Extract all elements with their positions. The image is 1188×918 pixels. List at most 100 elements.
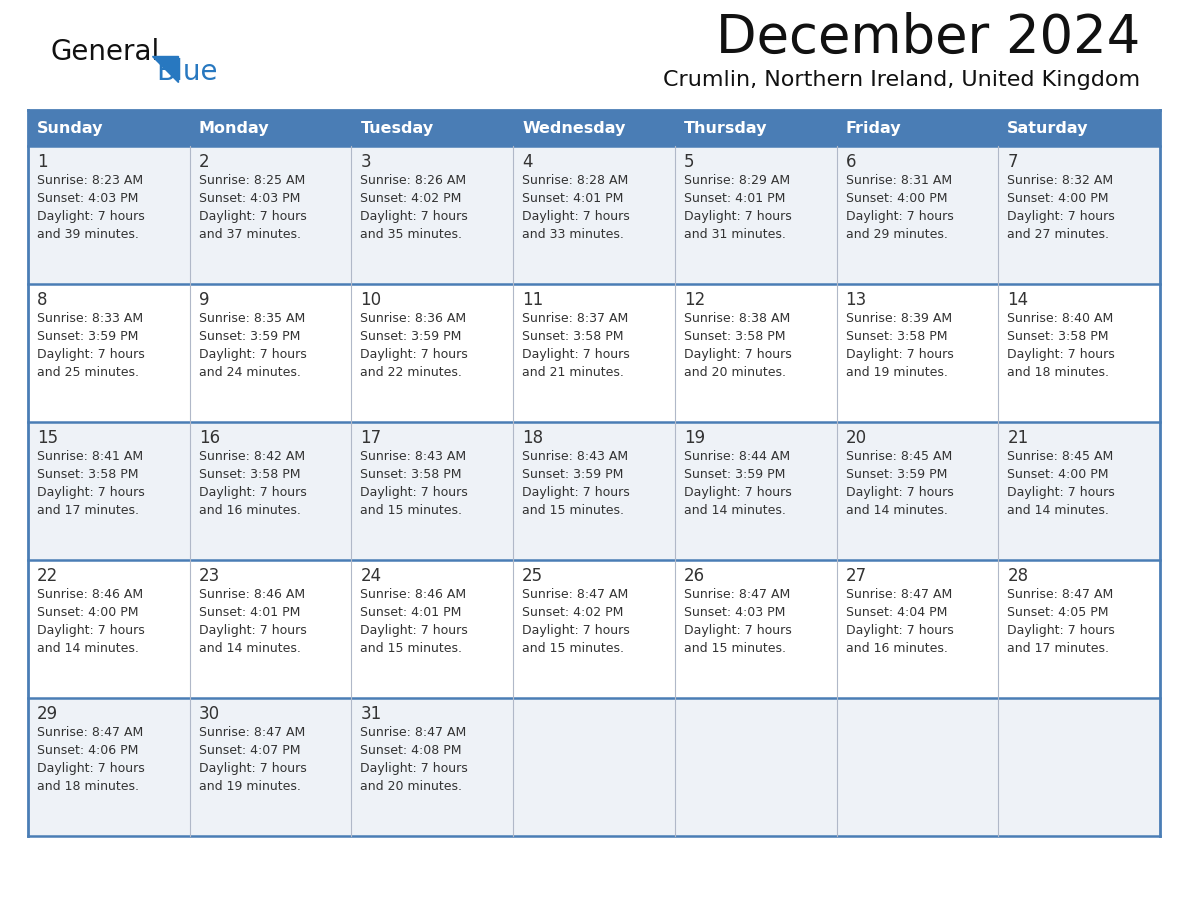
- Text: 3: 3: [360, 153, 371, 171]
- Polygon shape: [152, 56, 178, 82]
- Text: and 15 minutes.: and 15 minutes.: [360, 642, 462, 655]
- Text: 26: 26: [684, 567, 704, 585]
- Text: Daylight: 7 hours: Daylight: 7 hours: [37, 348, 145, 361]
- Text: and 16 minutes.: and 16 minutes.: [846, 642, 948, 655]
- Text: Sunrise: 8:31 AM: Sunrise: 8:31 AM: [846, 174, 952, 187]
- Text: and 35 minutes.: and 35 minutes.: [360, 228, 462, 241]
- Text: Sunset: 3:59 PM: Sunset: 3:59 PM: [37, 330, 138, 343]
- Text: Sunset: 3:59 PM: Sunset: 3:59 PM: [523, 468, 624, 481]
- Text: Sunset: 4:01 PM: Sunset: 4:01 PM: [684, 192, 785, 205]
- Bar: [836, 110, 998, 146]
- Text: Sunrise: 8:44 AM: Sunrise: 8:44 AM: [684, 450, 790, 463]
- Text: Daylight: 7 hours: Daylight: 7 hours: [37, 762, 145, 775]
- Text: 15: 15: [37, 429, 58, 447]
- Text: Sunset: 4:03 PM: Sunset: 4:03 PM: [684, 606, 785, 619]
- Text: Sunset: 4:01 PM: Sunset: 4:01 PM: [523, 192, 624, 205]
- Text: Daylight: 7 hours: Daylight: 7 hours: [360, 348, 468, 361]
- Text: Daylight: 7 hours: Daylight: 7 hours: [198, 624, 307, 637]
- Text: Sunset: 4:03 PM: Sunset: 4:03 PM: [198, 192, 301, 205]
- Text: Daylight: 7 hours: Daylight: 7 hours: [360, 210, 468, 223]
- Text: Sunrise: 8:33 AM: Sunrise: 8:33 AM: [37, 312, 143, 325]
- Text: Sunset: 3:58 PM: Sunset: 3:58 PM: [684, 330, 785, 343]
- Text: 22: 22: [37, 567, 58, 585]
- Text: 30: 30: [198, 705, 220, 723]
- Text: and 14 minutes.: and 14 minutes.: [846, 504, 948, 517]
- Bar: [29, 560, 1159, 698]
- Text: 7: 7: [1007, 153, 1018, 171]
- Text: Sunset: 3:58 PM: Sunset: 3:58 PM: [37, 468, 139, 481]
- Text: Sunrise: 8:35 AM: Sunrise: 8:35 AM: [198, 312, 305, 325]
- Text: Sunrise: 8:37 AM: Sunrise: 8:37 AM: [523, 312, 628, 325]
- Text: Sunset: 3:58 PM: Sunset: 3:58 PM: [1007, 330, 1108, 343]
- Text: Sunrise: 8:25 AM: Sunrise: 8:25 AM: [198, 174, 305, 187]
- Bar: [675, 110, 836, 146]
- Text: December 2024: December 2024: [715, 12, 1140, 64]
- Text: and 14 minutes.: and 14 minutes.: [198, 642, 301, 655]
- Text: Daylight: 7 hours: Daylight: 7 hours: [1007, 210, 1116, 223]
- Text: Sunset: 4:01 PM: Sunset: 4:01 PM: [198, 606, 301, 619]
- Text: 18: 18: [523, 429, 543, 447]
- Text: Sunrise: 8:43 AM: Sunrise: 8:43 AM: [523, 450, 628, 463]
- Bar: [998, 110, 1159, 146]
- Text: Sunrise: 8:26 AM: Sunrise: 8:26 AM: [360, 174, 467, 187]
- Bar: [29, 110, 190, 146]
- Text: Sunset: 4:00 PM: Sunset: 4:00 PM: [1007, 192, 1108, 205]
- Text: Daylight: 7 hours: Daylight: 7 hours: [523, 210, 630, 223]
- Text: 8: 8: [37, 291, 48, 309]
- Text: General: General: [50, 38, 159, 66]
- Text: and 21 minutes.: and 21 minutes.: [523, 366, 624, 379]
- Bar: [352, 110, 513, 146]
- Text: Daylight: 7 hours: Daylight: 7 hours: [846, 486, 953, 499]
- Text: Sunrise: 8:32 AM: Sunrise: 8:32 AM: [1007, 174, 1113, 187]
- Text: and 29 minutes.: and 29 minutes.: [846, 228, 948, 241]
- Text: Daylight: 7 hours: Daylight: 7 hours: [1007, 624, 1116, 637]
- Text: 27: 27: [846, 567, 867, 585]
- Text: and 25 minutes.: and 25 minutes.: [37, 366, 139, 379]
- Text: and 37 minutes.: and 37 minutes.: [198, 228, 301, 241]
- Text: Daylight: 7 hours: Daylight: 7 hours: [360, 486, 468, 499]
- Text: Blue: Blue: [156, 58, 217, 86]
- Text: 1: 1: [37, 153, 48, 171]
- Text: Sunrise: 8:47 AM: Sunrise: 8:47 AM: [1007, 588, 1113, 601]
- Text: Daylight: 7 hours: Daylight: 7 hours: [684, 624, 791, 637]
- Text: Sunset: 3:59 PM: Sunset: 3:59 PM: [198, 330, 301, 343]
- Text: 21: 21: [1007, 429, 1029, 447]
- Text: Sunset: 4:01 PM: Sunset: 4:01 PM: [360, 606, 462, 619]
- Text: and 14 minutes.: and 14 minutes.: [1007, 504, 1110, 517]
- Text: and 15 minutes.: and 15 minutes.: [523, 504, 624, 517]
- Text: 16: 16: [198, 429, 220, 447]
- Text: Wednesday: Wednesday: [523, 120, 626, 136]
- Text: Sunset: 4:07 PM: Sunset: 4:07 PM: [198, 744, 301, 757]
- Text: Sunset: 4:00 PM: Sunset: 4:00 PM: [846, 192, 947, 205]
- Text: Monday: Monday: [198, 120, 270, 136]
- Text: and 14 minutes.: and 14 minutes.: [684, 504, 785, 517]
- Text: Sunset: 3:59 PM: Sunset: 3:59 PM: [360, 330, 462, 343]
- Text: Sunset: 3:58 PM: Sunset: 3:58 PM: [198, 468, 301, 481]
- Text: Daylight: 7 hours: Daylight: 7 hours: [198, 210, 307, 223]
- Text: and 14 minutes.: and 14 minutes.: [37, 642, 139, 655]
- Text: 31: 31: [360, 705, 381, 723]
- Bar: [29, 146, 1159, 284]
- Text: Sunset: 4:02 PM: Sunset: 4:02 PM: [360, 192, 462, 205]
- Text: 24: 24: [360, 567, 381, 585]
- Text: Daylight: 7 hours: Daylight: 7 hours: [684, 348, 791, 361]
- Text: and 19 minutes.: and 19 minutes.: [846, 366, 948, 379]
- Text: Thursday: Thursday: [684, 120, 767, 136]
- Text: Sunrise: 8:42 AM: Sunrise: 8:42 AM: [198, 450, 305, 463]
- Text: 14: 14: [1007, 291, 1029, 309]
- Text: and 19 minutes.: and 19 minutes.: [198, 780, 301, 793]
- Text: 19: 19: [684, 429, 704, 447]
- Text: Sunset: 3:58 PM: Sunset: 3:58 PM: [846, 330, 947, 343]
- Text: Sunrise: 8:47 AM: Sunrise: 8:47 AM: [360, 726, 467, 739]
- Text: Daylight: 7 hours: Daylight: 7 hours: [684, 210, 791, 223]
- Text: 20: 20: [846, 429, 867, 447]
- Text: Sunrise: 8:41 AM: Sunrise: 8:41 AM: [37, 450, 143, 463]
- Text: and 18 minutes.: and 18 minutes.: [1007, 366, 1110, 379]
- Text: 12: 12: [684, 291, 706, 309]
- Text: and 20 minutes.: and 20 minutes.: [360, 780, 462, 793]
- Text: Crumlin, Northern Ireland, United Kingdom: Crumlin, Northern Ireland, United Kingdo…: [663, 70, 1140, 90]
- Text: Daylight: 7 hours: Daylight: 7 hours: [37, 210, 145, 223]
- Text: and 20 minutes.: and 20 minutes.: [684, 366, 785, 379]
- Text: Sunset: 3:59 PM: Sunset: 3:59 PM: [846, 468, 947, 481]
- Text: Sunrise: 8:47 AM: Sunrise: 8:47 AM: [684, 588, 790, 601]
